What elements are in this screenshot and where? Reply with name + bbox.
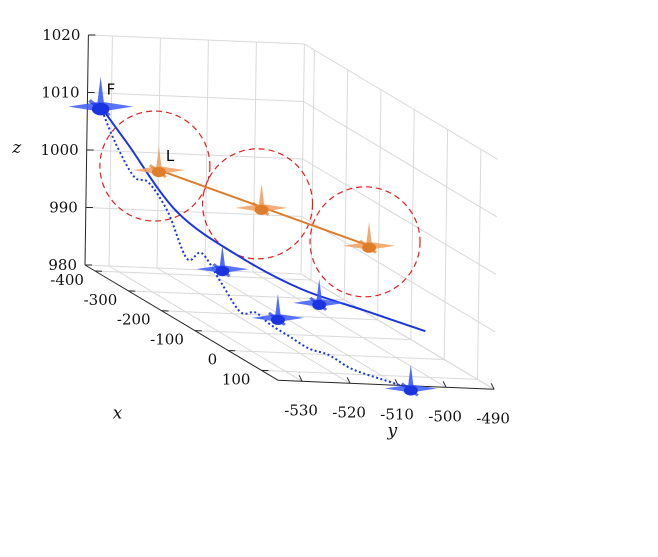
x-tick-label: 0 — [208, 350, 218, 368]
y-tick — [394, 379, 399, 386]
follower-aircraft-icon — [384, 364, 437, 397]
leader-aircraft-icon — [235, 183, 288, 216]
axes-box — [84, 34, 495, 390]
z-tick-label: 1010 — [41, 84, 79, 102]
aircraft-body — [270, 314, 285, 325]
grid-side-z — [300, 273, 495, 390]
aircraft-body — [312, 299, 327, 310]
y-tick-label: -520 — [332, 403, 366, 421]
grid-side-z — [303, 101, 497, 218]
x-axis-line — [84, 264, 279, 381]
aircraft-body — [215, 266, 230, 277]
z-tick-label: 1000 — [41, 141, 79, 159]
grid-back-z — [85, 207, 302, 217]
aircraft-body — [91, 102, 110, 116]
x-tick-label: 100 — [222, 370, 251, 388]
y-tick-label: -490 — [476, 409, 510, 427]
aircraft-body — [151, 167, 166, 178]
grid-floor-x — [194, 330, 411, 341]
y-axis-label: y — [387, 421, 398, 441]
z-tick-label: 1020 — [42, 26, 80, 44]
y-tick-label: -530 — [284, 401, 318, 419]
leader-safety-circle — [201, 148, 314, 260]
follower-label: F — [107, 81, 116, 99]
leader-aircraft-icon — [132, 146, 185, 179]
z-tick-label: 990 — [49, 199, 78, 217]
x-tick-label: -200 — [117, 311, 151, 329]
grid-side-z — [302, 158, 497, 275]
y-tick — [298, 375, 303, 382]
grid-side-z — [304, 43, 498, 160]
follower-aircraft-icon — [68, 76, 134, 117]
z-tick-label: 980 — [48, 256, 77, 274]
y-axis-line — [278, 379, 495, 390]
y-tick — [346, 377, 351, 384]
follower-trajectory — [99, 105, 426, 333]
z-axis-label: z — [11, 138, 22, 158]
x-tick-label: -100 — [150, 331, 184, 349]
y-tick-label: -510 — [380, 405, 414, 423]
grid-back-z — [87, 92, 304, 102]
grid-side-z — [301, 216, 496, 333]
x-axis-label: x — [113, 403, 123, 423]
follower-reference-path — [99, 106, 412, 390]
grid-back-z — [88, 34, 305, 45]
grid-floor-y — [252, 271, 447, 388]
y-tick-label: -500 — [428, 407, 462, 425]
leader-label: L — [166, 147, 175, 165]
aircraft-markers — [68, 76, 437, 397]
leader-safety-circle — [309, 186, 421, 298]
grid-floor-x — [94, 270, 312, 281]
aircraft-body — [403, 385, 418, 396]
follower-aircraft-icon — [196, 245, 249, 278]
leader-safety-circle — [99, 110, 211, 222]
y-tick — [490, 383, 495, 390]
follower-aircraft-icon — [251, 293, 304, 326]
follower-aircraft-icon — [293, 278, 346, 311]
grid-lines — [84, 34, 498, 390]
grid-back-z — [86, 149, 303, 160]
leader-circles — [99, 110, 421, 298]
grid-floor-y — [108, 265, 303, 382]
leader-aircraft-icon — [343, 221, 396, 254]
x-tick-label: -300 — [84, 291, 118, 309]
grid-floor-x — [128, 290, 345, 301]
grid-floor-x — [228, 349, 445, 360]
y-tick — [442, 381, 447, 388]
x-tick-label: -400 — [50, 271, 84, 289]
aircraft-body — [254, 204, 269, 215]
aircraft-body — [362, 242, 377, 253]
grid-floor-y — [156, 267, 351, 384]
grid-floor-y — [204, 269, 399, 386]
